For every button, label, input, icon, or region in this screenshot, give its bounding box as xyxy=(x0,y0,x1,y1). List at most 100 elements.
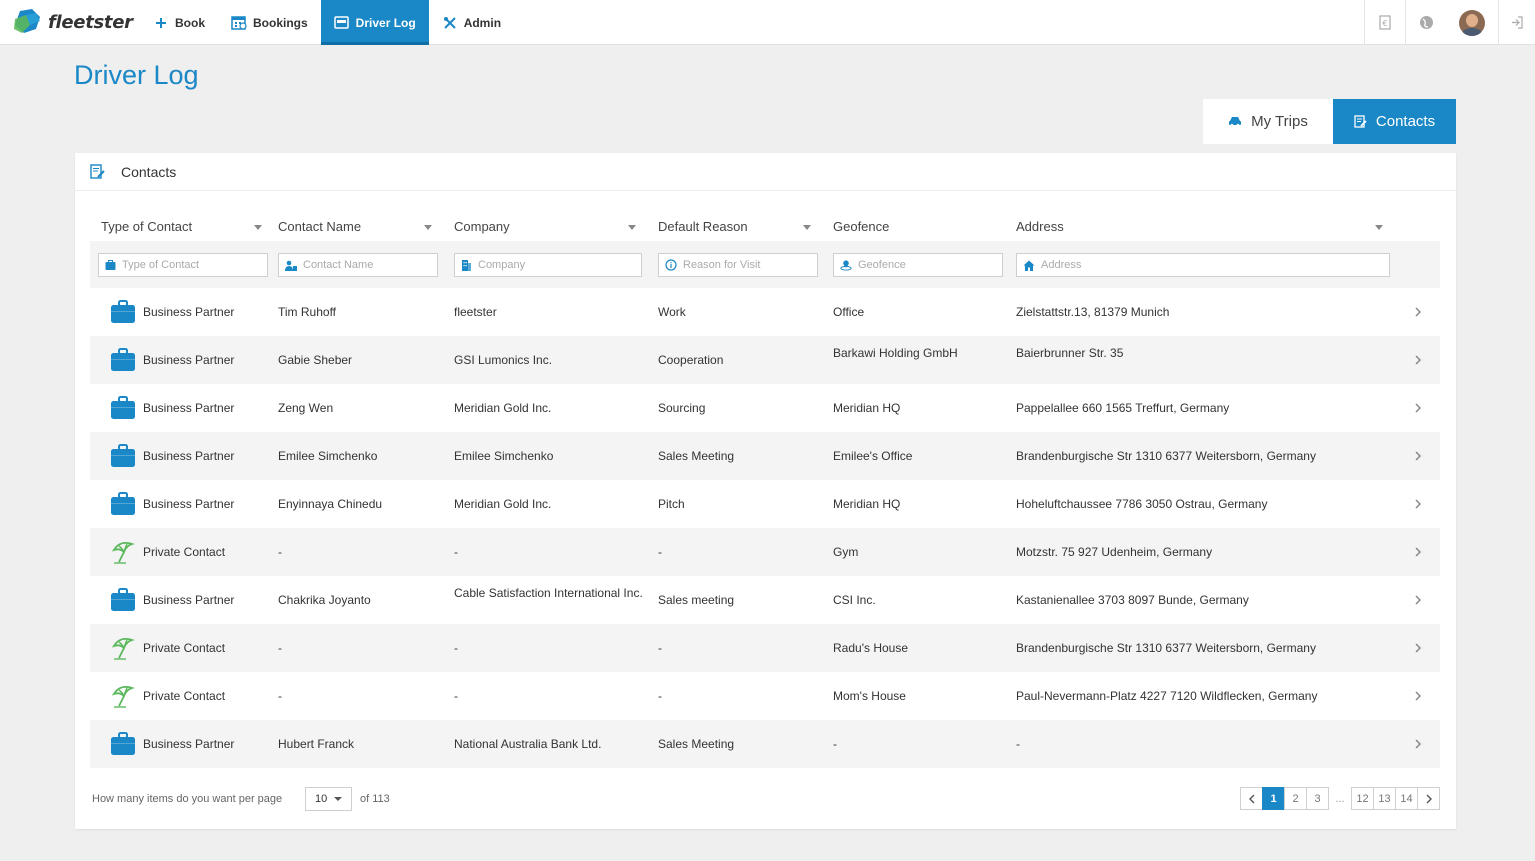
expenses-button[interactable]: € xyxy=(1364,0,1405,45)
cell-contact-name: Gabie Sheber xyxy=(278,353,353,367)
user-menu[interactable] xyxy=(1446,0,1498,45)
avatar xyxy=(1459,9,1485,36)
contacts-label: Contacts xyxy=(1375,113,1436,130)
col-name[interactable]: Contact Name xyxy=(278,219,362,234)
nav-admin[interactable]: Admin xyxy=(429,0,514,45)
table-row[interactable]: Business Partner Gabie Sheber GSI Lumonics… xyxy=(90,336,1440,384)
cell-address: Kastanienallee 3703 8097 Bunde, Germany xyxy=(1016,593,1249,607)
chevron-left-icon xyxy=(1248,794,1254,803)
filter-company[interactable] xyxy=(454,253,642,277)
cell-address: Paul-Nevermann-Platz 4227 7120 Wildfleck… xyxy=(1016,689,1318,703)
table-row[interactable]: Private Contact - - - Mom's House Paul-Neverm… xyxy=(90,672,1440,720)
pagination-page[interactable]: 3 xyxy=(1306,787,1329,810)
pagination-page[interactable]: 1 xyxy=(1262,787,1285,810)
filter-name-input[interactable] xyxy=(303,259,437,271)
table-row[interactable]: Business Partner Tim Ruhoff fleetster Work O… xyxy=(90,288,1440,336)
cell-geofence: - xyxy=(833,737,837,751)
per-page-select[interactable]: 10 xyxy=(305,787,352,811)
chevron-right-icon[interactable] xyxy=(1414,593,1422,607)
chevron-right-icon[interactable] xyxy=(1414,497,1422,511)
my-trips-button[interactable]: My Trips xyxy=(1203,99,1333,144)
nav-bookings[interactable]: Bookings xyxy=(218,0,321,45)
chevron-right-icon[interactable] xyxy=(1414,305,1422,319)
cell-type: Business Partner xyxy=(143,737,235,751)
cell-contact-name: Tim Ruhoff xyxy=(278,305,337,319)
chevron-right-icon[interactable] xyxy=(1414,449,1422,463)
col-type[interactable]: Type of Contact xyxy=(101,219,193,234)
chevron-right-icon[interactable] xyxy=(1414,689,1422,703)
filter-geofence[interactable] xyxy=(833,253,1003,277)
cell-contact-name: Chakrika Joyanto xyxy=(278,593,371,607)
filter-address[interactable] xyxy=(1016,253,1390,277)
filter-name[interactable] xyxy=(278,253,438,277)
active-tab-indicator xyxy=(320,42,429,45)
table-row[interactable]: Business Partner Chakrika Joyanto Cable Sa… xyxy=(90,576,1440,624)
contacts-button[interactable]: Contacts xyxy=(1333,99,1456,144)
nav-driver-log[interactable]: Driver Log xyxy=(320,0,429,45)
cell-reason: - xyxy=(658,689,662,703)
table-row[interactable]: Business Partner Emilee Simchenko Emilee S… xyxy=(90,432,1440,480)
pagination-page[interactable]: 13 xyxy=(1373,787,1396,810)
pagination-prev[interactable] xyxy=(1240,787,1263,810)
filter-company-input[interactable] xyxy=(478,259,641,271)
cell-contact-name: - xyxy=(278,689,282,703)
briefcase-icon xyxy=(110,300,136,324)
sort-caret-icon[interactable] xyxy=(254,225,262,230)
cell-geofence: Gym xyxy=(833,545,859,559)
chevron-right-icon xyxy=(1426,794,1432,803)
per-page-label: How many items do you want per page xyxy=(92,793,283,805)
filter-geofence-input[interactable] xyxy=(858,259,1002,271)
globe-icon xyxy=(1419,16,1433,29)
table-row[interactable]: Business Partner Hubert Franck National Au… xyxy=(90,720,1440,768)
col-geofence[interactable]: Geofence xyxy=(833,219,890,234)
filter-type[interactable] xyxy=(98,253,268,277)
cell-type: Private Contact xyxy=(143,545,226,559)
nav-book[interactable]: Book xyxy=(140,0,218,45)
filter-reason[interactable] xyxy=(658,253,818,277)
logout-button[interactable] xyxy=(1498,0,1535,45)
cell-company: Meridian Gold Inc. xyxy=(454,497,552,511)
pagination-page[interactable]: 12 xyxy=(1351,787,1374,810)
cell-contact-name: Hubert Franck xyxy=(278,737,355,751)
sort-caret-icon[interactable] xyxy=(628,225,636,230)
sort-caret-icon[interactable] xyxy=(424,225,432,230)
umbrella-icon xyxy=(110,636,136,660)
euro-doc-icon: € xyxy=(1379,15,1391,30)
table-row[interactable]: Private Contact - - - Gym Motzstr. 75 927 Ude… xyxy=(90,528,1440,576)
logout-icon xyxy=(1512,16,1523,29)
card-header: Contacts xyxy=(75,153,1456,191)
chevron-right-icon[interactable] xyxy=(1414,545,1422,559)
briefcase-icon xyxy=(110,588,136,612)
chevron-right-icon[interactable] xyxy=(1414,353,1422,367)
cell-company: Meridian Gold Inc. xyxy=(454,401,552,415)
cell-company: - xyxy=(454,545,458,559)
pagination-page[interactable]: 14 xyxy=(1395,787,1418,810)
cell-contact-name: - xyxy=(278,641,282,655)
pagination-next[interactable] xyxy=(1417,787,1440,810)
col-address[interactable]: Address xyxy=(1016,219,1064,234)
table-row[interactable]: Business Partner Enyinnaya Chinedu Meridia… xyxy=(90,480,1440,528)
cell-contact-name: Emilee Simchenko xyxy=(278,449,378,463)
chevron-right-icon[interactable] xyxy=(1414,737,1422,751)
building-icon xyxy=(461,259,472,271)
brand-logo[interactable]: fleetster xyxy=(12,9,133,35)
nav-book-label: Book xyxy=(175,15,205,30)
cell-type: Business Partner xyxy=(143,593,235,607)
cell-reason: Sales Meeting xyxy=(658,737,735,751)
pagination-page[interactable]: 2 xyxy=(1284,787,1307,810)
cell-reason: Pitch xyxy=(658,497,685,511)
filter-address-input[interactable] xyxy=(1041,259,1389,271)
filter-type-input[interactable] xyxy=(122,259,267,271)
language-button[interactable] xyxy=(1405,0,1446,45)
col-company[interactable]: Company xyxy=(454,219,510,234)
col-reason[interactable]: Default Reason xyxy=(658,219,748,234)
chevron-right-icon[interactable] xyxy=(1414,641,1422,655)
table-row[interactable]: Private Contact - - - Radu's House Brandenbur… xyxy=(90,624,1440,672)
table-row[interactable]: Business Partner Zeng Wen Meridian Gold In… xyxy=(90,384,1440,432)
chevron-right-icon[interactable] xyxy=(1414,401,1422,415)
filter-reason-input[interactable] xyxy=(683,259,817,271)
fleetster-logo-icon xyxy=(14,9,40,33)
cell-reason: Sourcing xyxy=(658,401,706,415)
sort-caret-icon[interactable] xyxy=(1375,225,1383,230)
sort-caret-icon[interactable] xyxy=(803,225,811,230)
